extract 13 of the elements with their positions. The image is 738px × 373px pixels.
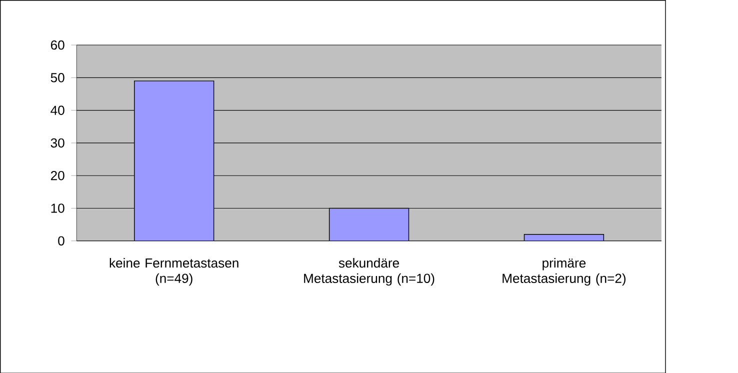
y-tick-label: 10	[51, 203, 64, 213]
y-tick-label: 60	[50, 40, 64, 50]
bar	[328, 208, 410, 241]
y-tick-label: 20	[50, 170, 64, 180]
x-tick-label: keine Fernmetastasen (n=49)	[110, 258, 238, 286]
x-tick-label: sekundäre Metastasierung (n=10)	[304, 258, 434, 286]
y-tick-label: 50	[50, 72, 64, 82]
y-tick-label: 30	[50, 138, 64, 148]
bar	[524, 234, 604, 241]
y-tick-label: 40	[50, 105, 64, 115]
x-tick-label: primäre Metastasierung (n=2)	[502, 258, 626, 286]
bar	[134, 80, 214, 241]
y-tick-label: 0	[58, 236, 64, 246]
